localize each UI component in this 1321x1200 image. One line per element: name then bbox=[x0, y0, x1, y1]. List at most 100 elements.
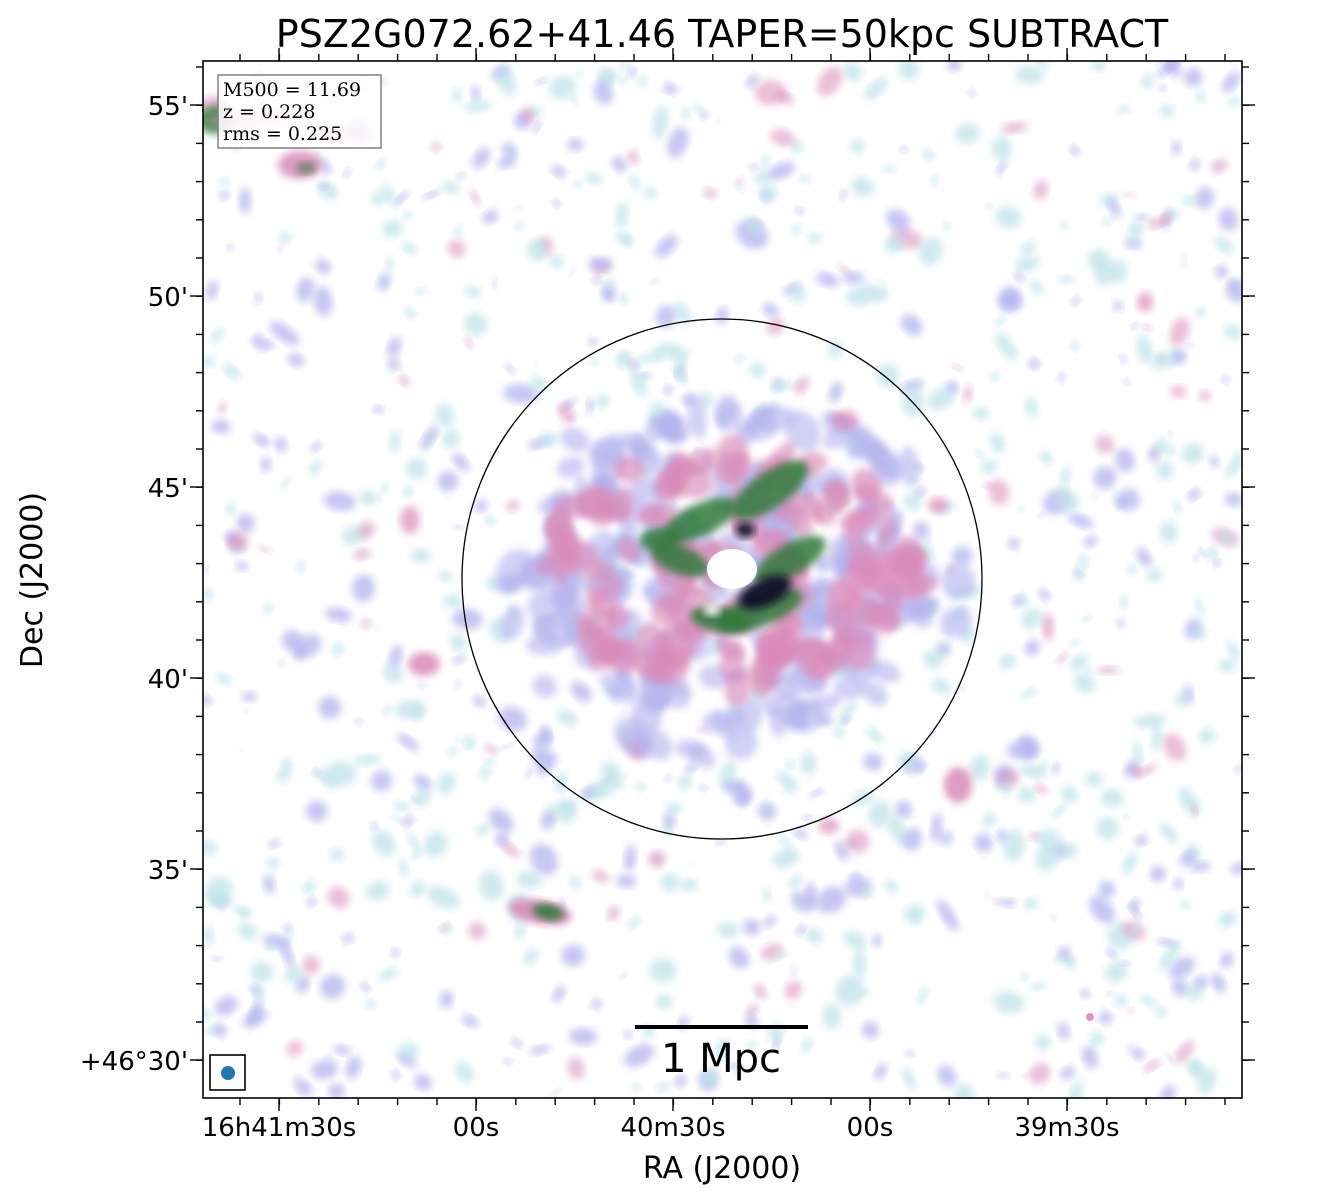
emission-blob bbox=[296, 560, 306, 573]
emission-blob bbox=[302, 880, 316, 895]
emission-blob bbox=[573, 180, 582, 189]
emission-blob bbox=[456, 173, 466, 180]
emission-blob bbox=[251, 333, 265, 347]
emission-blob bbox=[599, 640, 621, 667]
emission-blob bbox=[243, 707, 248, 713]
emission-blob bbox=[1170, 385, 1187, 398]
emission-blob bbox=[500, 605, 525, 641]
emission-blob bbox=[815, 886, 847, 914]
emission-blob bbox=[850, 177, 875, 197]
emission-blob bbox=[795, 206, 804, 215]
emission-blob bbox=[448, 746, 459, 756]
emission-blob bbox=[243, 1008, 268, 1029]
emission-blob bbox=[862, 1021, 879, 1039]
emission-blob bbox=[787, 284, 806, 303]
emission-blob bbox=[876, 363, 900, 388]
emission-blob bbox=[1083, 535, 1098, 548]
emission-blob bbox=[1226, 450, 1242, 478]
emission-blob bbox=[1073, 565, 1085, 581]
emission-blob bbox=[624, 1043, 655, 1068]
emission-blob bbox=[1069, 341, 1080, 351]
emission-blob bbox=[282, 923, 292, 932]
emission-blob bbox=[330, 848, 344, 862]
emission-blob bbox=[351, 574, 375, 602]
emission-blob bbox=[452, 608, 483, 630]
emission-blob bbox=[1034, 1034, 1051, 1051]
emission-blob bbox=[1195, 597, 1204, 615]
emission-blob bbox=[685, 761, 697, 775]
emission-blob bbox=[1140, 995, 1158, 1008]
emission-blob bbox=[228, 533, 248, 551]
emission-blob bbox=[975, 450, 985, 459]
emission-blob bbox=[406, 457, 427, 480]
emission-blob bbox=[627, 150, 639, 165]
emission-blob bbox=[464, 100, 492, 113]
emission-blob bbox=[274, 436, 287, 453]
emission-blob bbox=[874, 446, 901, 479]
emission-blob bbox=[238, 747, 244, 752]
emission-blob bbox=[1136, 334, 1152, 364]
emission-blob bbox=[681, 107, 691, 120]
emission-blob bbox=[324, 1054, 332, 1063]
emission-blob bbox=[939, 605, 972, 639]
emission-blob bbox=[1185, 343, 1194, 348]
emission-blob bbox=[1069, 1079, 1083, 1098]
emission-blob bbox=[1006, 739, 1040, 760]
emission-blob bbox=[773, 950, 788, 961]
emission-blob bbox=[704, 604, 720, 616]
emission-blob bbox=[613, 717, 650, 753]
emission-blob bbox=[534, 77, 548, 85]
emission-blob bbox=[767, 161, 796, 180]
emission-blob bbox=[817, 66, 843, 97]
emission-blob bbox=[382, 220, 403, 238]
emission-blob bbox=[1130, 925, 1142, 936]
emission-blob bbox=[611, 485, 634, 523]
emission-blob bbox=[754, 535, 826, 585]
emission-blob bbox=[1127, 1007, 1135, 1014]
emission-blob bbox=[969, 755, 990, 781]
emission-blob bbox=[860, 887, 873, 899]
emission-blob bbox=[203, 1007, 211, 1022]
emission-blob bbox=[496, 67, 517, 95]
emission-blob bbox=[1136, 547, 1153, 567]
emission-blob bbox=[296, 277, 315, 303]
emission-blob bbox=[746, 1004, 759, 1018]
x-tick-label: 40m30s bbox=[620, 1113, 725, 1143]
emission-blob bbox=[1056, 652, 1068, 664]
emission-blob bbox=[1143, 1059, 1161, 1073]
emission-blob bbox=[1150, 866, 1166, 882]
emission-blob bbox=[471, 147, 491, 169]
emission-blob bbox=[1168, 431, 1173, 438]
emission-blob bbox=[1039, 450, 1053, 465]
emission-blob bbox=[455, 680, 461, 690]
emission-blob bbox=[310, 1059, 339, 1080]
emission-blob bbox=[627, 66, 636, 78]
emission-blob bbox=[569, 268, 576, 277]
emission-blob bbox=[269, 321, 300, 346]
emission-blob bbox=[923, 648, 945, 669]
emission-blob bbox=[1127, 564, 1138, 575]
emission-blob bbox=[651, 543, 709, 577]
emission-blob bbox=[452, 525, 465, 530]
emission-blob bbox=[985, 203, 992, 210]
emission-blob bbox=[659, 635, 682, 669]
emission-blob bbox=[438, 570, 453, 582]
emission-blob bbox=[1038, 512, 1045, 519]
emission-blob bbox=[488, 808, 514, 834]
emission-blob bbox=[749, 163, 758, 171]
emission-blob bbox=[1069, 145, 1080, 157]
emission-blob bbox=[984, 893, 991, 901]
emission-blob bbox=[872, 934, 883, 947]
emission-blob bbox=[203, 925, 215, 946]
emission-blob bbox=[215, 673, 232, 685]
emission-blob bbox=[775, 771, 791, 785]
emission-blob bbox=[498, 706, 528, 732]
emission-blob bbox=[1034, 783, 1048, 795]
emission-blob bbox=[442, 924, 453, 936]
emission-blob bbox=[242, 691, 257, 702]
emission-blob bbox=[588, 256, 613, 271]
emission-blob bbox=[239, 187, 251, 214]
emission-blob bbox=[655, 305, 677, 328]
emission-blob bbox=[655, 234, 678, 258]
beam-indicator bbox=[209, 1054, 246, 1091]
